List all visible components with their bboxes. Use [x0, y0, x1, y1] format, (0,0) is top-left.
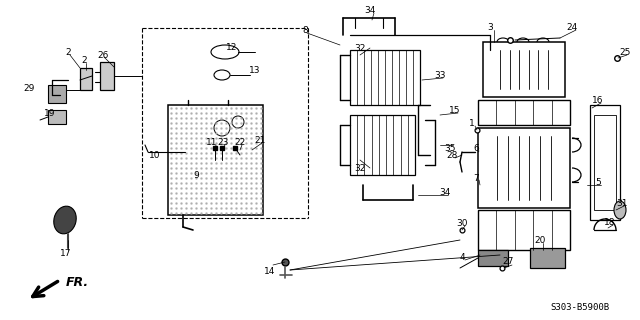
Text: 18: 18: [604, 218, 616, 227]
Text: 10: 10: [149, 150, 161, 159]
Bar: [80, 68, 92, 90]
Text: 23: 23: [218, 138, 228, 147]
Text: 11: 11: [206, 138, 218, 147]
Text: 4: 4: [459, 253, 465, 262]
Text: 34: 34: [364, 5, 376, 14]
Text: 3: 3: [487, 22, 493, 31]
Bar: [530, 248, 565, 268]
Bar: [48, 85, 66, 103]
Text: 32: 32: [355, 44, 365, 52]
Text: 16: 16: [592, 95, 604, 105]
Text: 19: 19: [44, 108, 56, 117]
Text: 30: 30: [456, 219, 468, 228]
Bar: [478, 210, 570, 250]
Text: 29: 29: [23, 84, 35, 92]
Bar: [350, 115, 415, 175]
Bar: [48, 110, 66, 124]
Text: 6: 6: [473, 143, 479, 153]
Text: 22: 22: [234, 138, 246, 147]
Text: 24: 24: [566, 22, 578, 31]
Bar: [594, 115, 616, 210]
Text: 9: 9: [193, 171, 199, 180]
Text: 12: 12: [227, 43, 237, 52]
Text: 20: 20: [534, 236, 546, 244]
Text: 26: 26: [97, 51, 109, 60]
Bar: [100, 62, 114, 90]
Text: 21: 21: [254, 135, 266, 145]
Bar: [478, 250, 508, 266]
Text: 28: 28: [446, 150, 458, 159]
Text: FR.: FR.: [65, 276, 88, 290]
Ellipse shape: [54, 206, 76, 234]
Bar: [483, 42, 565, 97]
Text: 35: 35: [444, 143, 456, 153]
Text: 33: 33: [435, 70, 445, 79]
Ellipse shape: [614, 201, 626, 219]
Text: 34: 34: [439, 188, 451, 196]
Text: 5: 5: [595, 178, 601, 187]
Bar: [478, 100, 570, 125]
Text: 25: 25: [620, 47, 630, 57]
Text: 15: 15: [449, 106, 461, 115]
Bar: [590, 105, 620, 220]
Text: 27: 27: [502, 258, 514, 267]
Text: 13: 13: [249, 66, 260, 75]
Bar: [168, 105, 263, 215]
Text: 17: 17: [60, 249, 72, 258]
Text: S303-B5900B: S303-B5900B: [550, 303, 609, 313]
Text: 32: 32: [355, 164, 365, 172]
Text: 31: 31: [616, 198, 628, 207]
Bar: [350, 50, 420, 105]
Text: 7: 7: [473, 173, 479, 182]
Bar: [478, 128, 570, 208]
Text: 2: 2: [81, 55, 87, 65]
Text: 1: 1: [469, 118, 475, 127]
Text: 14: 14: [264, 268, 276, 276]
Text: 2: 2: [65, 47, 71, 57]
Text: 8: 8: [302, 26, 308, 35]
